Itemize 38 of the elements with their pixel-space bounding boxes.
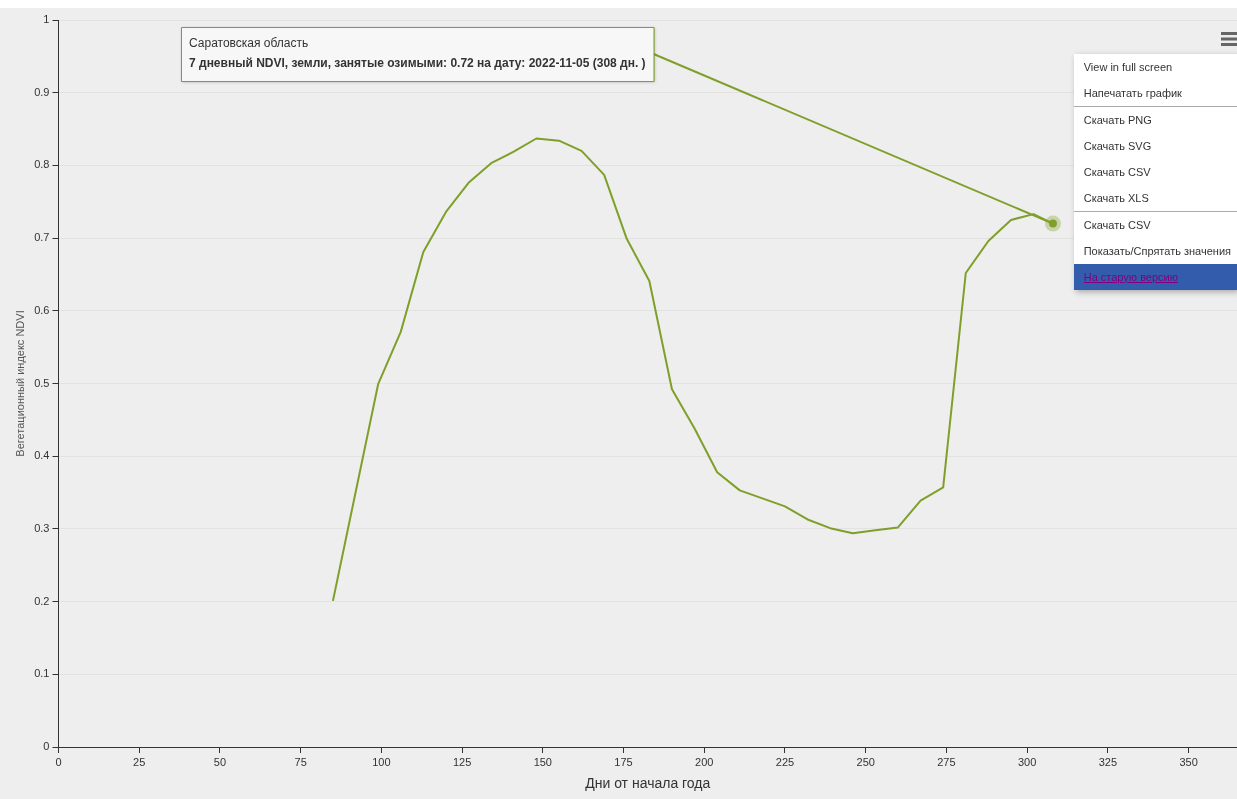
annotation: Показать/Спрятать значения bbox=[1082, 244, 1232, 259]
x-tick-label: 300 bbox=[1017, 755, 1037, 768]
y-tick-label: 0.8 bbox=[34, 158, 50, 171]
y-tick-label: 0.4 bbox=[34, 449, 50, 462]
x-tick-label: 25 bbox=[133, 755, 146, 768]
x-tick-label: 275 bbox=[937, 755, 956, 768]
x-tick-label: 325 bbox=[1098, 755, 1118, 768]
annotation: Скачать SVG bbox=[1082, 139, 1153, 154]
y-tick-label: 0.6 bbox=[34, 303, 50, 316]
x-tick-label: 100 bbox=[372, 755, 391, 768]
y-tick-label: 0.9 bbox=[34, 85, 50, 98]
x-tick-label: 200 bbox=[695, 755, 714, 768]
y-tick-label: 0.2 bbox=[34, 594, 50, 607]
y-tick-label: 1 bbox=[43, 13, 50, 26]
annotation: Скачать CSV bbox=[1082, 165, 1152, 180]
x-tick-label: 75 bbox=[294, 755, 307, 768]
x-tick-label: 50 bbox=[213, 755, 227, 768]
annotation: Скачать XLS bbox=[1082, 191, 1150, 206]
x-tick-label: 225 bbox=[775, 755, 795, 768]
y-axis-title: Вегетационный индекс NDVI bbox=[13, 310, 26, 457]
x-tick-label: 0 bbox=[55, 755, 62, 768]
y-tick-label: 0.7 bbox=[34, 231, 50, 244]
annotation: Скачать CSV bbox=[1073, 211, 1237, 238]
x-tick-label: 350 bbox=[1179, 755, 1198, 768]
x-tick-label: 250 bbox=[856, 755, 875, 768]
y-tick-label: 0.5 bbox=[34, 376, 50, 389]
x-tick-label: 125 bbox=[452, 755, 472, 768]
annotation: Напечатать график bbox=[1082, 86, 1183, 101]
annotation: На старую версию bbox=[1073, 264, 1237, 290]
y-tick-label: 0.1 bbox=[34, 667, 50, 680]
y-tick-label: 0 bbox=[43, 740, 50, 753]
annotation: Скачать PNG bbox=[1073, 106, 1237, 133]
y-tick-label: 0.3 bbox=[34, 521, 50, 534]
annotation: View in full screen bbox=[1082, 60, 1174, 75]
x-tick-label: 175 bbox=[614, 755, 633, 768]
annotation: Саратовская область 7 дневный NDVI, земли, занятые озимыми: 0.72 на дату: 2022-11-05 (308 дн. ) bbox=[189, 36, 646, 71]
x-axis-title: Дни от начала года bbox=[585, 775, 711, 792]
x-tick-label: 150 bbox=[533, 755, 552, 768]
